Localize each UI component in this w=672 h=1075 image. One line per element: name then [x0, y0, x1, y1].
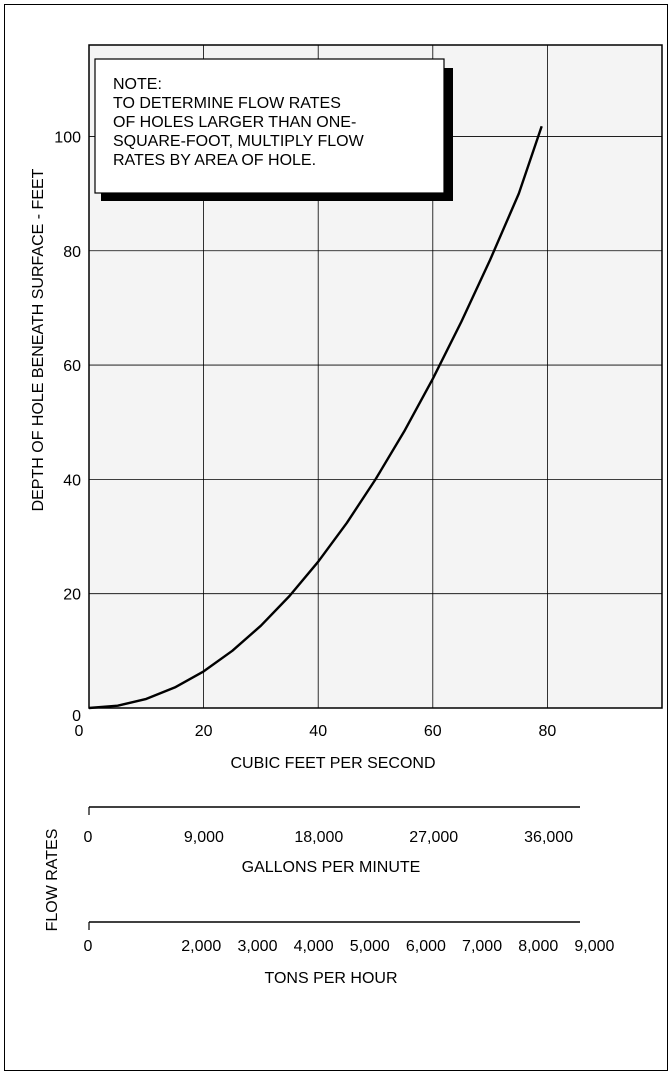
y-tick-label-1: 20	[63, 587, 81, 604]
note-line-2: TO DETERMINE FLOW RATES	[113, 95, 341, 112]
tons-per-hour-tick-label-1: 2,000	[181, 938, 221, 955]
note-line-4: SQUARE-FOOT, MULTIPLY FLOW	[113, 133, 365, 150]
y-tick-labels: 0 20 40 60 80 100	[54, 129, 81, 725]
tons-per-hour-tick-label-0: 0	[84, 938, 93, 955]
note-line-1: NOTE:	[113, 76, 162, 93]
tons-per-hour-tick-label-6: 7,000	[462, 938, 502, 955]
x-tick-label-2: 40	[309, 723, 327, 740]
x-tick-label-4: 80	[539, 723, 557, 740]
x-tick-labels: 0 20 40 60 80	[75, 723, 557, 740]
tons-per-hour-scale: 0 2,000 3,000 4,000 5,000 6,000 7,000 8,000 9,00…	[84, 921, 615, 955]
y-axis-title: DEPTH OF HOLE BENEATH SURFACE - FEET	[30, 168, 47, 511]
note-panel	[94, 58, 445, 194]
tons-per-hour-tick-label-2: 3,000	[237, 938, 277, 955]
y-tick-label-2: 40	[63, 472, 81, 489]
note-box: NOTE: TO DETERMINE FLOW RATES OF HOLES L…	[94, 58, 453, 201]
curve-layer	[88, 125, 543, 710]
tons-per-hour-tick-label-8: 9,000	[574, 938, 614, 955]
y-tick-label-5: 100	[54, 129, 81, 146]
figure-frame	[4, 4, 668, 1071]
x-tick-label-3: 60	[424, 723, 442, 740]
flow-rates-label: FLOW RATES	[44, 829, 61, 932]
gallons-per-minute-title: GALLONS PER MINUTE	[242, 859, 421, 876]
gallons-per-minute-tick-label-3: 27,000	[409, 829, 458, 846]
x-axis-title: CUBIC FEET PER SECOND	[230, 755, 435, 772]
gallons-per-minute-tick-label-0: 0	[84, 829, 93, 846]
note-line-5: RATES BY AREA OF HOLE.	[113, 152, 316, 169]
gallons-per-minute-tick-label-2: 18,000	[294, 829, 343, 846]
tons-per-hour-tick-label-5: 6,000	[406, 938, 446, 955]
x-tick-label-0: 0	[75, 723, 84, 740]
tons-per-hour-tick-label-4: 5,000	[350, 938, 390, 955]
gallons-per-minute-tick-label-4: 36,000	[524, 829, 573, 846]
note-line-3: OF HOLES LARGER THAN ONE-	[113, 114, 356, 131]
tons-per-hour-title: TONS PER HOUR	[264, 970, 397, 987]
tons-per-hour-tick-label-3: 4,000	[294, 938, 334, 955]
y-tick-label-3: 60	[63, 358, 81, 375]
y-tick-label-0: 0	[72, 708, 81, 725]
series-line-0	[88, 125, 543, 710]
gallons-per-minute-scale: 0 9,000 18,000 27,000 36,000	[84, 806, 580, 846]
tons-per-hour-tick-label-7: 8,000	[518, 938, 558, 955]
x-tick-label-1: 20	[195, 723, 213, 740]
gallons-per-minute-tick-label-1: 9,000	[184, 829, 224, 846]
y-tick-label-4: 80	[63, 244, 81, 261]
